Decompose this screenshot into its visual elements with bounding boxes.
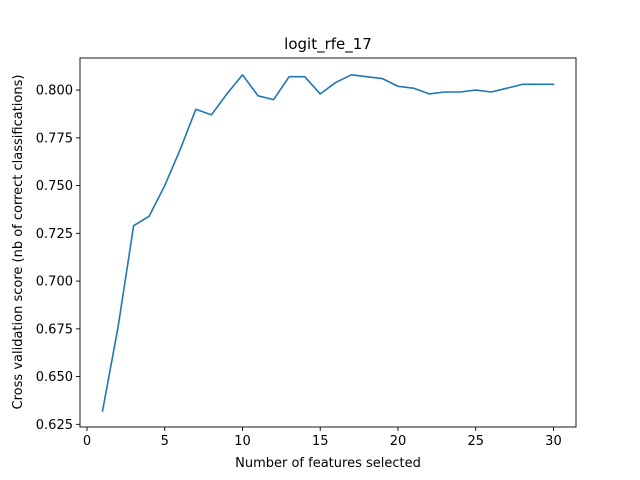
plot-area: 0 5 10 15 20 25 30 0.625 0.650 0.675 0.700 0.725 0.7… [36, 57, 577, 449]
x-axis-label: Number of features selected [235, 456, 421, 471]
x-tick-label: 30 [545, 434, 562, 449]
x-tick-label: 5 [161, 434, 169, 449]
y-tick-label: 0.775 [36, 131, 73, 146]
y-tick-label: 0.675 [36, 322, 73, 337]
x-tick-label: 0 [83, 434, 91, 449]
y-tick-label: 0.800 [36, 84, 73, 99]
y-tick-label: 0.725 [36, 227, 73, 242]
x-tick-label: 20 [390, 434, 407, 449]
series-line-1 [101, 74, 555, 412]
chart-title: logit_rfe_17 [284, 35, 372, 54]
x-tick-label: 15 [312, 434, 329, 449]
x-tick-label: 10 [234, 434, 251, 449]
y-tick-label: 0.650 [36, 370, 73, 385]
y-tick-label: 0.700 [36, 275, 73, 290]
x-tick-label: 25 [467, 434, 484, 449]
y-axis-label: Cross validation score (nb of correct cl… [11, 75, 26, 410]
y-tick-label: 0.625 [36, 418, 73, 433]
plot-frame [79, 57, 577, 428]
y-tick-label: 0.750 [36, 179, 73, 194]
